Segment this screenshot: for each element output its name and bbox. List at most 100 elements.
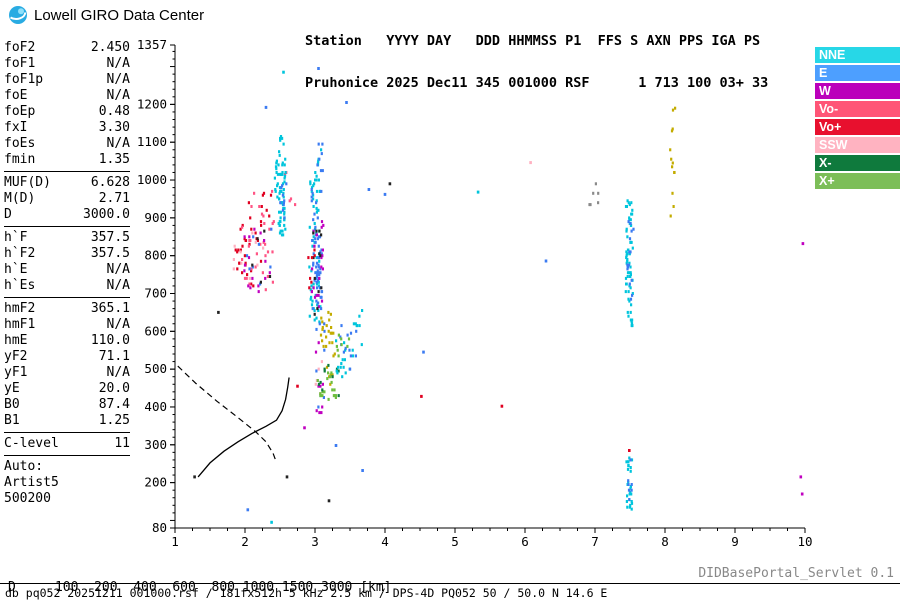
x-tick-label: 4: [381, 534, 389, 549]
legend-item-e: E: [815, 65, 900, 81]
readout-value: 1.25: [98, 413, 130, 428]
readout-fmin: fmin 1.35: [4, 152, 130, 168]
readout-value: N/A: [106, 136, 130, 151]
y-tick-label: 400: [144, 399, 167, 414]
readout-value: 357.5: [90, 246, 130, 261]
legend-item-ssw: SSW: [815, 137, 900, 153]
direction-legend: NNE E W Vo- Vo+ SSW X- X+: [815, 47, 900, 191]
y-tick-label: 300: [144, 437, 167, 452]
readout-value: 2.450: [90, 40, 130, 55]
x-tick-label: 10: [797, 534, 812, 549]
autoscaling-info-line: Artist5: [4, 475, 59, 490]
readouts-divider: [4, 297, 130, 298]
footer-divider: [0, 583, 900, 584]
record-status-line: db pq052 20251211 001000.rsf / 181fx512h…: [5, 586, 608, 600]
readout-label: foF2: [4, 40, 36, 55]
y-tick-label: 1200: [137, 96, 167, 111]
readout-foes: foEs N/A: [4, 136, 130, 152]
x-tick-label: 5: [451, 534, 459, 549]
readout-hf2: h`F2 357.5: [4, 246, 130, 262]
readout-mufd: MUF(D) 6.628: [4, 175, 130, 191]
readout-label: h`F: [4, 230, 28, 245]
readout-value: 2.71: [98, 191, 130, 206]
readout-value: N/A: [106, 365, 130, 380]
readout-label: B0: [4, 397, 20, 412]
readout-value: 71.1: [98, 349, 130, 364]
readouts-panel: foF2 2.450 foF1 N/A foF1p N/A foE N/A foEp 0.48 fx…: [4, 40, 130, 507]
readout-label: C-level: [4, 436, 59, 451]
readouts-divider: [4, 432, 130, 433]
autoscaling-info-line: Auto:: [4, 459, 44, 474]
readout-hf: h`F 357.5: [4, 230, 130, 246]
readout-hes: h`Es N/A: [4, 278, 130, 294]
readout-value: N/A: [106, 278, 130, 293]
readout-value: 110.0: [90, 333, 130, 348]
readouts-divider: [4, 171, 130, 172]
echo-points: [193, 67, 805, 524]
readout-value: N/A: [106, 72, 130, 87]
readout-label: D: [4, 207, 12, 222]
readout-value: 87.4: [98, 397, 130, 412]
readout-label: foEs: [4, 136, 36, 151]
readout-label: h`Es: [4, 278, 36, 293]
station-header-columns: Station YYYY DAY DDD HHMMSS P1 FFS S AXN…: [305, 33, 761, 49]
y-tick-label: 500: [144, 361, 167, 376]
readout-fof2: foF2 2.450: [4, 40, 130, 56]
readout-d: D 3000.0: [4, 207, 130, 223]
legend-item-vo: Vo+: [815, 119, 900, 135]
readout-fof1p: foF1p N/A: [4, 72, 130, 88]
readout-label: h`F2: [4, 246, 36, 261]
readout-label: MUF(D): [4, 175, 51, 190]
readouts-divider: [4, 455, 130, 456]
readout-ye: yE 20.0: [4, 381, 130, 397]
x-tick-label: 2: [241, 534, 249, 549]
readout-yf2: yF2 71.1: [4, 349, 130, 365]
readout-value: N/A: [106, 262, 130, 277]
readout-label: foF1p: [4, 72, 44, 87]
readout-hmf1: hmF1 N/A: [4, 317, 130, 333]
readout-value: 3000.0: [83, 207, 130, 222]
readout-label: foF1: [4, 56, 36, 71]
readout-label: M(D): [4, 191, 36, 206]
y-tick-label: 800: [144, 248, 167, 263]
readouts-divider: [4, 226, 130, 227]
profile-extrapolation-curve: [177, 365, 278, 463]
servlet-version: DIDBasePortal_Servlet 0.1: [698, 566, 894, 581]
readout-md: M(D) 2.71: [4, 191, 130, 207]
brand-title: Lowell GIRO Data Center: [34, 6, 205, 24]
readout-label: yF1: [4, 365, 28, 380]
readout-hmf2: hmF2 365.1: [4, 301, 130, 317]
brand: Lowell GIRO Data Center: [8, 5, 204, 25]
readout-value: N/A: [106, 88, 130, 103]
legend-item-nne: NNE: [815, 47, 900, 63]
readout-value: 365.1: [90, 301, 130, 316]
y-tick-label: 1357: [137, 37, 167, 52]
y-tick-label: 600: [144, 323, 167, 338]
readout-b0: B0 87.4: [4, 397, 130, 413]
readout-label: yF2: [4, 349, 28, 364]
legend-item-x: X+: [815, 173, 900, 189]
readout-value: N/A: [106, 56, 130, 71]
y-tick-label: 900: [144, 210, 167, 225]
readout-label: B1: [4, 413, 20, 428]
y-tick-label: 200: [144, 475, 167, 490]
readout-label: fmin: [4, 152, 36, 167]
readout-value: 20.0: [98, 381, 130, 396]
station-header: Station YYYY DAY DDD HHMMSS P1 FFS S AXN…: [305, 6, 768, 118]
readout-label: hmF1: [4, 317, 36, 332]
y-tick-label: 1000: [137, 172, 167, 187]
readout-hme: hmE 110.0: [4, 333, 130, 349]
readout-value: N/A: [106, 317, 130, 332]
readout-he: h`E N/A: [4, 262, 130, 278]
readout-label: h`E: [4, 262, 28, 277]
x-tick-label: 9: [731, 534, 739, 549]
readout-label: foE: [4, 88, 28, 103]
readout-label: fxI: [4, 120, 28, 135]
readout-fof1: foF1 N/A: [4, 56, 130, 72]
readout-foep: foEp 0.48: [4, 104, 130, 120]
readout-value: 6.628: [90, 175, 130, 190]
y-tick-label: 80: [152, 520, 167, 535]
readout-value: 1.35: [98, 152, 130, 167]
readout-label: foEp: [4, 104, 36, 119]
